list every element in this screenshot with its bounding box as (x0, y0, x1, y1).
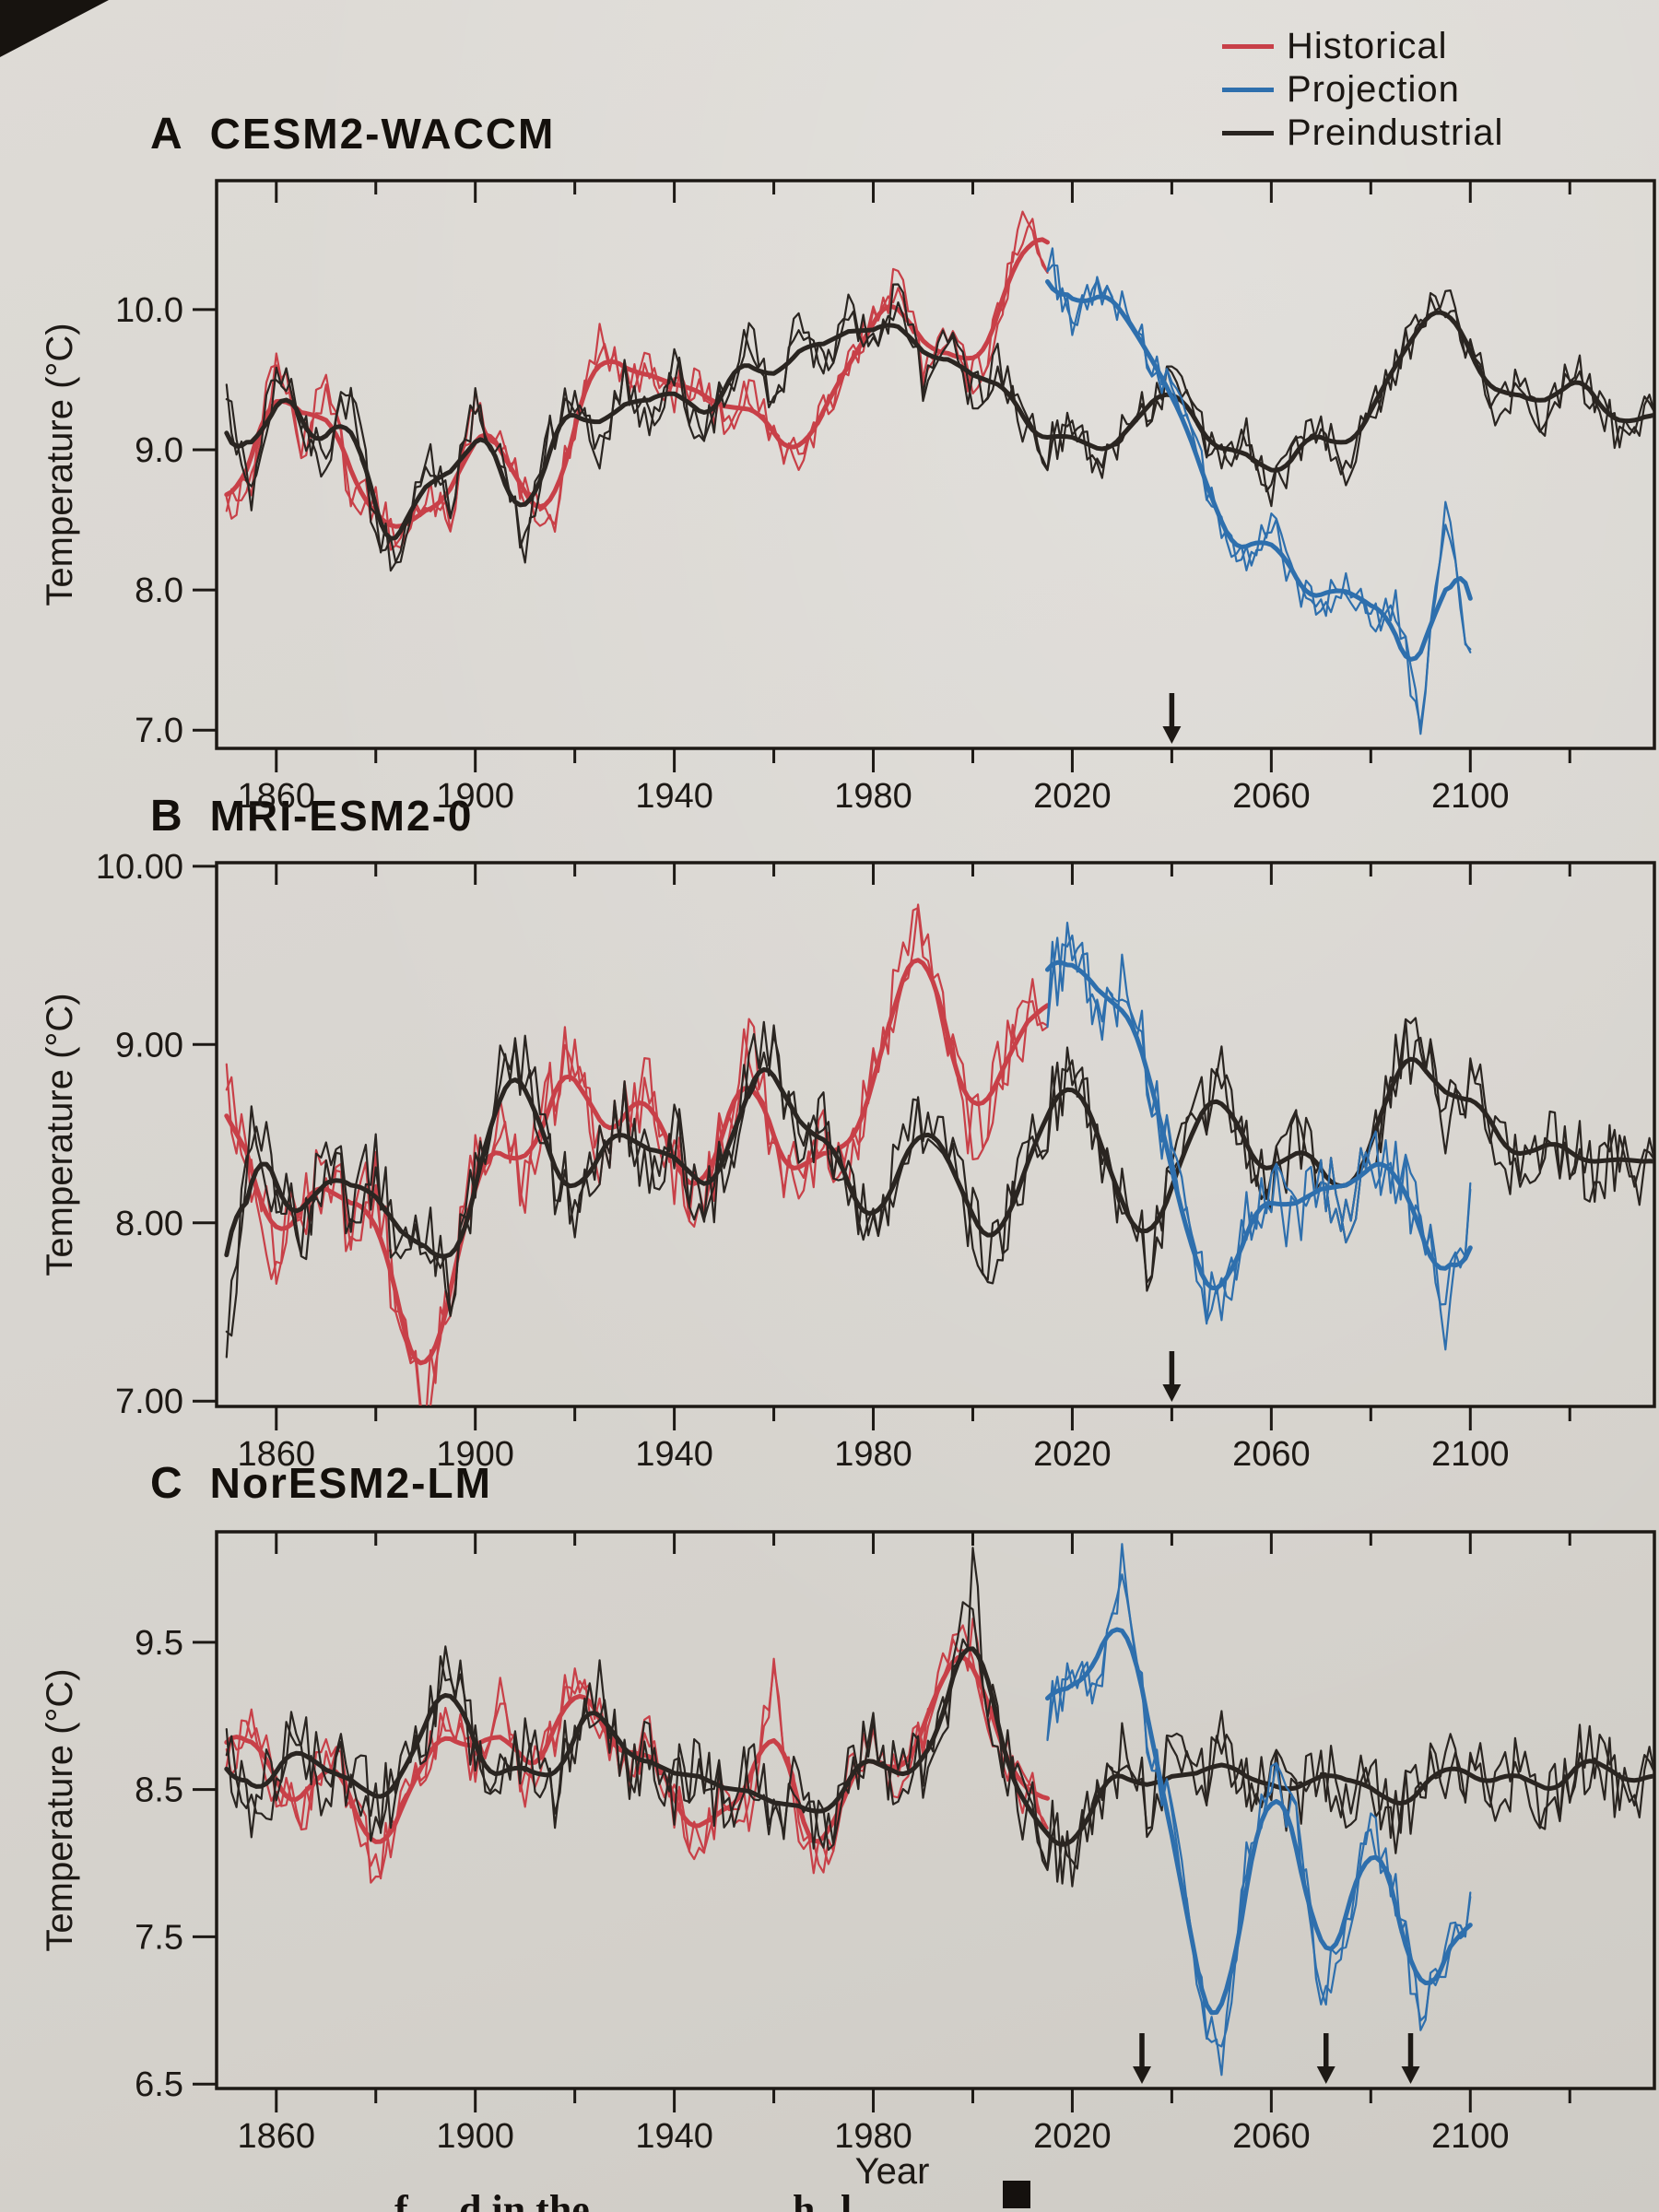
x-tick-label: 1860 (238, 777, 316, 816)
legend-item-historical: Historical (1222, 26, 1503, 67)
x-tick-label: 2100 (1431, 2117, 1510, 2156)
legend-item-preindustrial: Preindustrial (1222, 112, 1503, 154)
projection-member-line (1046, 921, 1472, 1324)
x-tick-label: 1980 (834, 1435, 912, 1474)
panel-c-model-name: NorESM2-LM (209, 1459, 492, 1507)
preindustrial-member-line (225, 1018, 1653, 1337)
caption-fragment: d in the (459, 2187, 590, 2212)
legend-label-projection: Projection (1287, 69, 1460, 110)
x-tick-label: 1980 (834, 777, 912, 816)
caption-fragment: l (841, 2187, 853, 2212)
projection-mean-line (1045, 959, 1473, 1291)
x-tick-label: 1860 (238, 2117, 316, 2156)
x-tick-label: 2100 (1431, 777, 1510, 816)
preindustrial-member-line (225, 1601, 1653, 1888)
panel-b-title: B MRI-ESM2-0 (150, 791, 473, 841)
legend-item-projection: Projection (1222, 69, 1503, 111)
historical-member-line (225, 906, 1049, 1406)
panel-a-model-name: CESM2-WACCM (209, 110, 556, 158)
axis-ticks (193, 863, 1571, 1430)
projection-mean-line (1045, 279, 1473, 662)
historical-line-swatch (1222, 44, 1274, 49)
y-tick-label: 9.0 (135, 431, 183, 470)
x-tick-label: 2060 (1232, 2117, 1311, 2156)
y-tick-label: 8.0 (135, 571, 183, 610)
x-tick-label: 1900 (436, 1435, 514, 1474)
x-tick-label: 2060 (1232, 1435, 1311, 1474)
projection-mean-line (1045, 1627, 1473, 2016)
x-tick-label: 1940 (635, 777, 713, 816)
y-tick-label: 8.00 (115, 1205, 183, 1243)
y-tick-label: 7.00 (115, 1382, 183, 1421)
panel-c-title: C NorESM2-LM (150, 1458, 492, 1509)
x-tick-label: 2020 (1033, 1435, 1112, 1474)
panel-C: 1860 1900 1940 1980 2020 2060 2100 6.5 7.5 8.5 9.5 (135, 1530, 1656, 2156)
x-axis-label: Year (854, 2151, 930, 2192)
event-arrow (1401, 2033, 1420, 2084)
panel-A: 1860 1900 1940 1980 2020 2060 2100 7.0 8.0 9.0 10.… (115, 179, 1656, 816)
x-tick-label: 1860 (238, 1435, 316, 1474)
projection-line-swatch (1222, 88, 1274, 92)
historical-member-line (225, 210, 1049, 551)
projection-member-line (1046, 934, 1472, 1351)
x-tick-label: 1940 (635, 2117, 713, 2156)
event-arrow (1162, 693, 1182, 744)
legend-label-preindustrial: Preindustrial (1287, 112, 1504, 153)
preindustrial-member-line (225, 283, 1653, 572)
y-tick-label: 9.5 (135, 1624, 183, 1663)
x-tick-label: 2060 (1232, 777, 1311, 816)
panel-c-letter: C (150, 1459, 182, 1508)
x-tick-label: 1940 (635, 1435, 713, 1474)
y-tick-label: 9.00 (115, 1026, 183, 1065)
plot-frame (215, 1530, 1656, 2090)
y-tick-label: 10.00 (96, 848, 183, 887)
panel-B: 1860 1900 1940 1980 2020 2060 2100 7.00 8.00 9.00… (96, 848, 1656, 1474)
event-arrow (1162, 1351, 1182, 1402)
plot-frame (215, 861, 1656, 1408)
preindustrial-member-line (225, 1017, 1653, 1359)
projection-member-line (1046, 1573, 1472, 2048)
y-tick-label: 7.5 (135, 1918, 183, 1957)
x-tick-label: 1980 (834, 2117, 912, 2156)
chart-legend: Historical Projection Preindustrial (1222, 26, 1503, 154)
photo-corner-shadow (0, 0, 109, 57)
caption-fragment: f (394, 2187, 408, 2212)
x-tick-label: 2020 (1033, 2117, 1112, 2156)
y-tick-label: 8.5 (135, 1771, 183, 1810)
event-arrow (1133, 2033, 1152, 2084)
x-tick-label: 2020 (1033, 777, 1112, 816)
x-tick-label: 1900 (436, 2117, 514, 2156)
x-tick-label: 2100 (1431, 1435, 1510, 1474)
axis-ticks (193, 1532, 1571, 2112)
panel-b-letter: B (150, 792, 182, 841)
panel-a-letter: A (150, 110, 182, 159)
plot-frame (215, 179, 1656, 750)
preindustrial-mean-line (224, 1056, 1653, 1259)
preindustrial-mean-line (224, 310, 1653, 541)
historical-member-line (225, 1618, 1049, 1880)
y-tick-label: 7.0 (135, 712, 183, 750)
caption-fragment: h (793, 2187, 816, 2212)
event-arrow (1316, 2033, 1335, 2084)
preindustrial-line-swatch (1222, 131, 1274, 135)
x-tick-label: 1900 (436, 777, 514, 816)
preindustrial-mean-line (224, 1646, 1653, 1847)
panel-b-model-name: MRI-ESM2-0 (209, 792, 474, 840)
legend-label-historical: Historical (1287, 26, 1448, 66)
caption-square-marker (1003, 2181, 1030, 2208)
panel-a-title: A CESM2-WACCM (150, 109, 555, 159)
projection-member-line (1046, 264, 1472, 728)
axis-ticks (193, 181, 1571, 772)
y-tick-label: 10.0 (115, 291, 183, 330)
y-tick-label: 6.5 (135, 2065, 183, 2104)
